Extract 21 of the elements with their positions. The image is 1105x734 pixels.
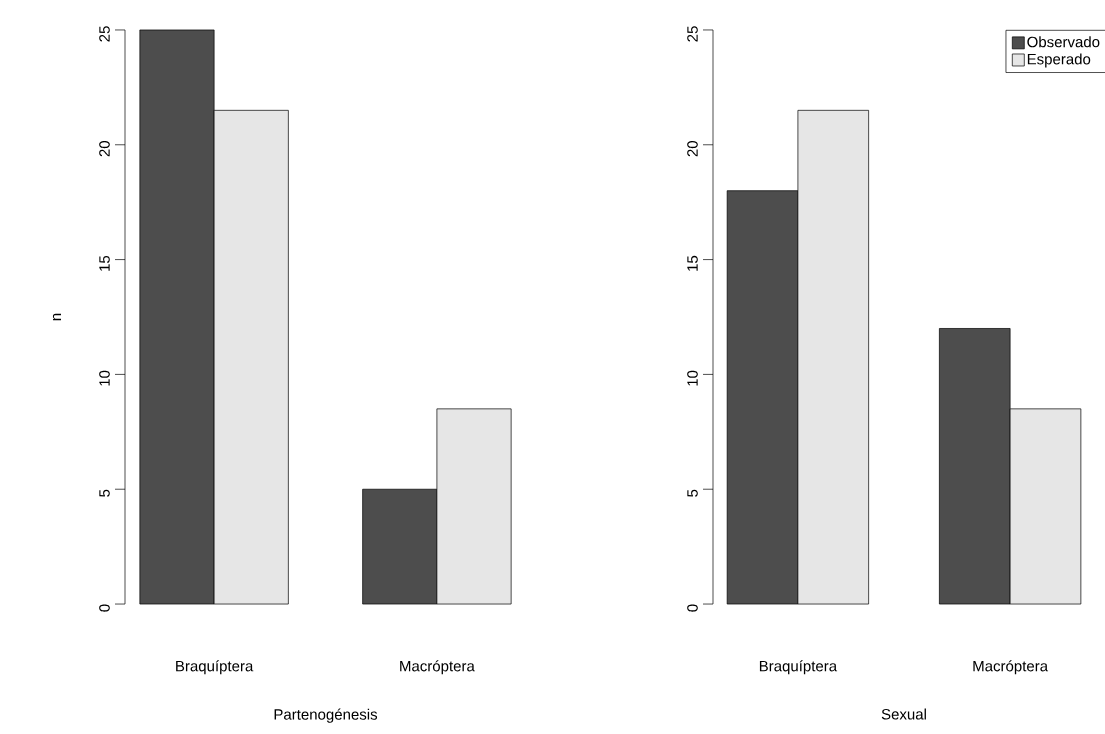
y-tick-label: 20 xyxy=(687,141,698,157)
x-tick-label: Braquíptera xyxy=(176,660,254,675)
y-tick-label: 15 xyxy=(99,255,110,271)
y-tick-label: 0 xyxy=(99,604,110,612)
y-tick-label: 5 xyxy=(687,489,698,497)
y-tick-label: 25 xyxy=(687,26,698,42)
x-tick-label: Braquíptera xyxy=(759,660,838,675)
y-tick-label: 25 xyxy=(99,26,110,42)
legend-label: Esperado xyxy=(1027,53,1091,68)
x-axis-title: Partenogénesis xyxy=(274,708,378,723)
x-axis-title: Sexual xyxy=(881,708,926,720)
x-tick-label: Macróptera xyxy=(973,660,1049,675)
y-tick-label: 15 xyxy=(687,255,698,271)
y-tick-label: 20 xyxy=(99,141,110,157)
y-tick-label: 10 xyxy=(687,370,698,386)
y-tick-label: 5 xyxy=(99,489,110,497)
y-axis-title: n xyxy=(52,313,61,321)
x-tick-label: Macróptera xyxy=(400,660,475,675)
y-tick-label: 0 xyxy=(687,604,698,612)
legend-label: Observado xyxy=(1027,36,1100,48)
y-tick-label: 10 xyxy=(99,370,110,386)
